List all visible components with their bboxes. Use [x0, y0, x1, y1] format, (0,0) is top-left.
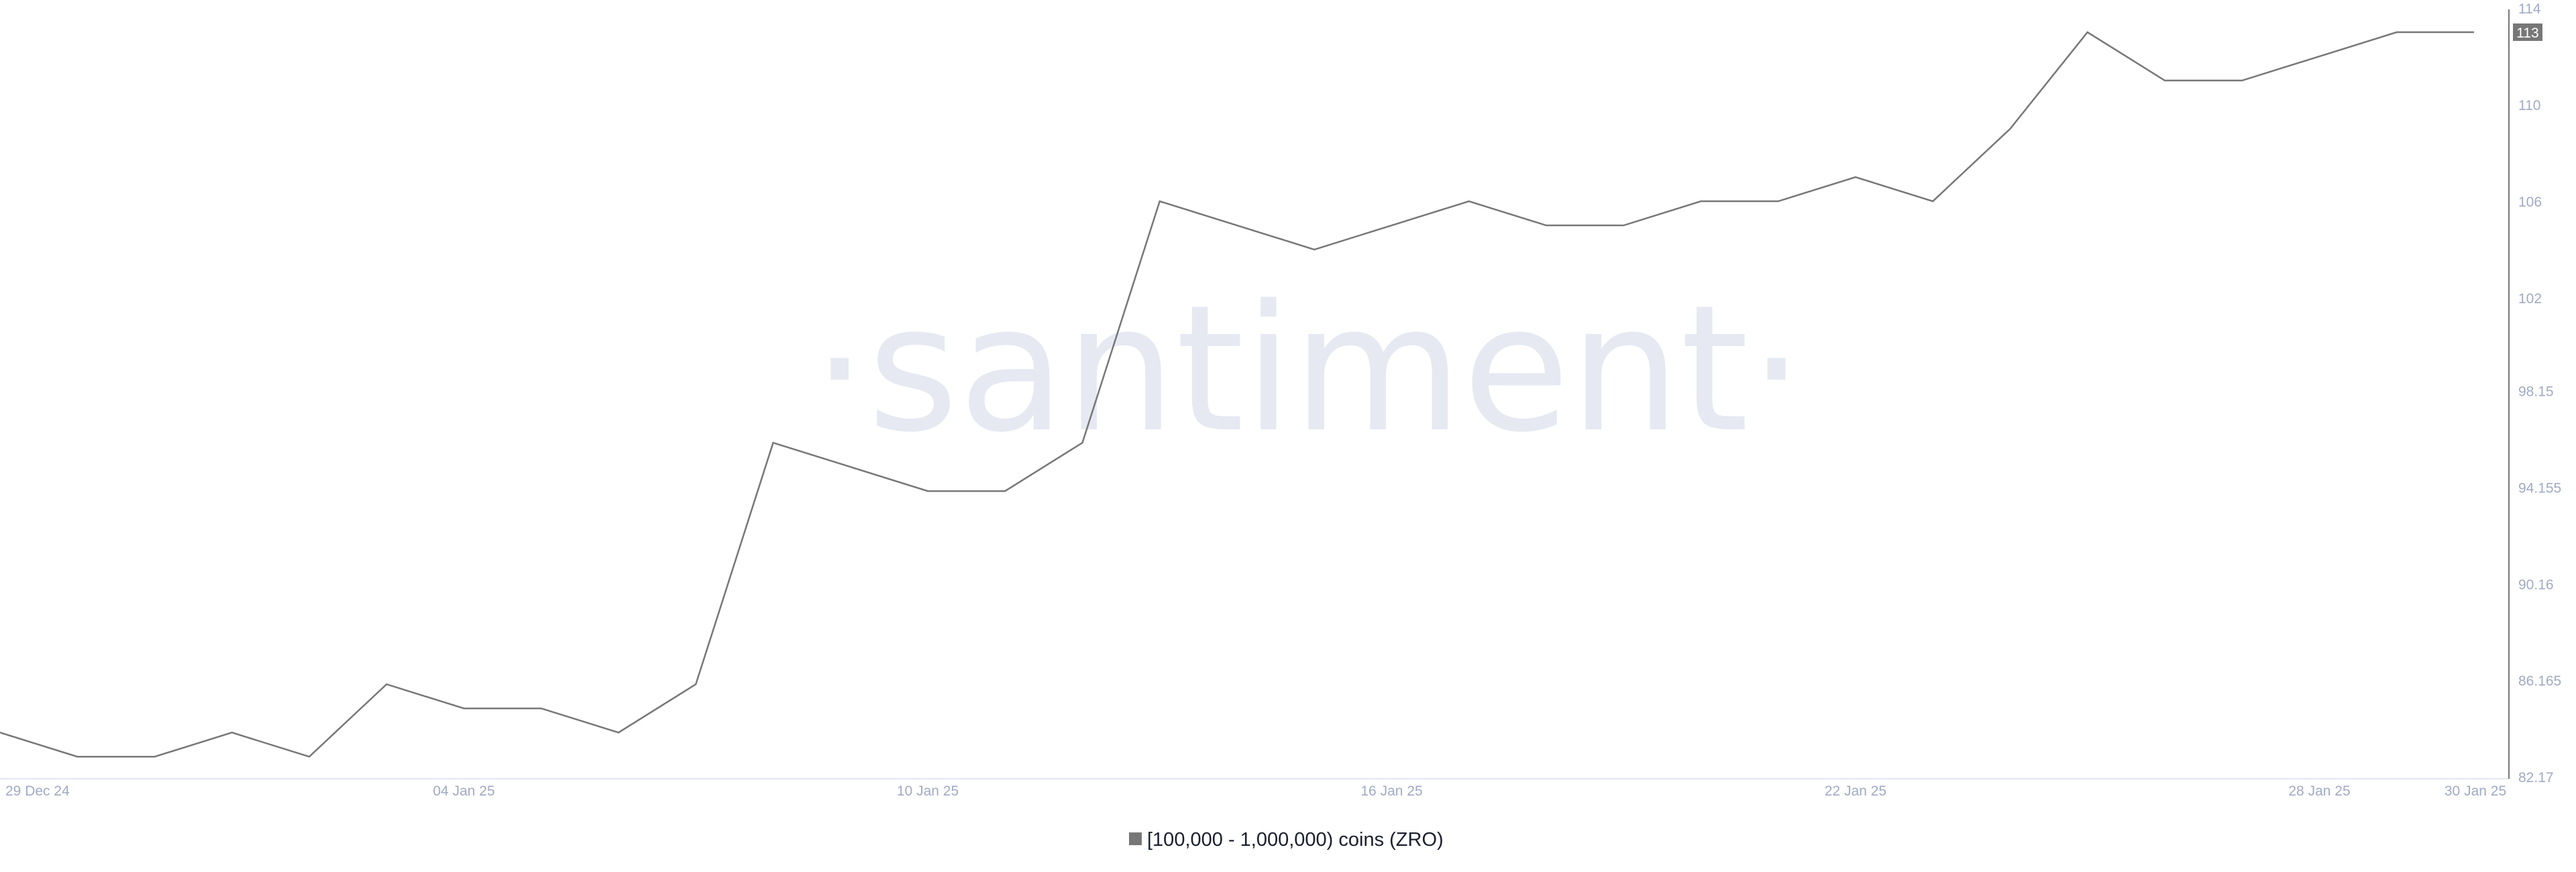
last-value-badge	[2513, 23, 2542, 42]
x-tick-label: 10 Jan 25	[897, 783, 959, 799]
x-tick-label: 16 Jan 25	[1360, 783, 1422, 799]
legend-label: [100,000 - 1,000,000) coins (ZRO)	[1147, 829, 1444, 851]
y-tick-label: 90.16	[2518, 577, 2554, 592]
x-tick-label: 04 Jan 25	[433, 783, 494, 799]
y-tick-label: 82.17	[2518, 770, 2554, 785]
y-tick-label: 94.155	[2518, 480, 2561, 496]
y-tick-label: 110	[2518, 98, 2540, 113]
x-tick-label: 22 Jan 25	[1825, 783, 1886, 799]
y-tick-label: 106	[2518, 195, 2542, 210]
y-tick-label: 102	[2518, 291, 2542, 307]
last-value-label: 113	[2516, 25, 2538, 41]
x-tick-label: 30 Jan 25	[2445, 783, 2506, 799]
x-tick-label: 29 Dec 24	[5, 783, 70, 799]
y-tick-label: 98.15	[2518, 384, 2554, 400]
y-tick-label: 114	[2518, 1, 2541, 17]
watermark: ·santiment·	[812, 268, 1804, 471]
x-tick-label: 28 Jan 25	[2288, 783, 2350, 799]
legend-swatch	[1129, 832, 1142, 845]
legend[interactable]: [100,000 - 1,000,000) coins (ZRO)	[1129, 829, 1444, 851]
series-line	[0, 31, 2474, 758]
y-tick-label: 86.165	[2518, 673, 2561, 689]
